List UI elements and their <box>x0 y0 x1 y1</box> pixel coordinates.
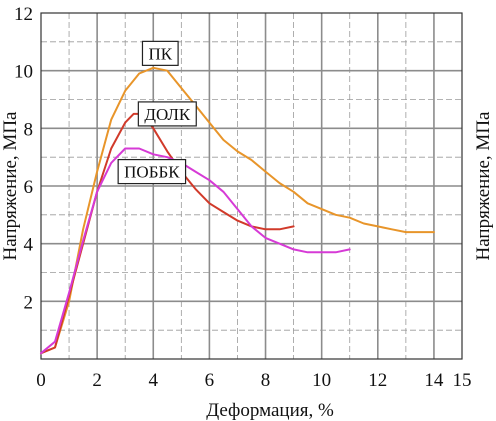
y-tick-label: 6 <box>24 177 34 198</box>
x-tick-label: 12 <box>368 370 387 391</box>
series-label-1: ПК <box>141 40 179 66</box>
series-line-2 <box>40 112 295 355</box>
x-tick-label: 15 <box>453 370 472 391</box>
series-label-text: ДОЛК <box>144 105 191 124</box>
x-tick-label: 10 <box>312 370 331 391</box>
plot-frame <box>40 12 463 360</box>
series-label-3: ПОББК <box>117 158 187 185</box>
x-tick-label: 6 <box>205 370 215 391</box>
x-tick-label: 14 <box>424 370 444 391</box>
x-tick-label: 8 <box>261 370 271 391</box>
y-tick-label: 2 <box>24 292 34 313</box>
y-tick-label: 10 <box>14 62 33 83</box>
series-labels: ПК ДОЛК ПОББК <box>117 40 197 185</box>
x-tick-label: 4 <box>149 370 159 391</box>
x-axis-title: Деформация, % <box>206 400 334 421</box>
x-axis-ticks: 0 2 4 6 8 10 12 14 15 <box>36 370 471 391</box>
y-axis-title: Напряжение, МПа <box>0 111 21 261</box>
series-label-2: ДОЛК <box>137 101 197 127</box>
x-tick-label: 0 <box>36 370 46 391</box>
series-line-3 <box>40 147 351 355</box>
y-tick-label: 12 <box>14 4 33 25</box>
y-axis-ticks: 2 4 6 8 10 12 <box>14 4 34 313</box>
grid <box>41 13 462 359</box>
series-label-box <box>117 158 187 185</box>
series-label-text: ПК <box>148 44 172 63</box>
y-tick-label: 4 <box>24 235 34 256</box>
series-line-1 <box>40 66 435 355</box>
series-label-box <box>137 101 197 127</box>
y-tick-label: 8 <box>24 119 34 140</box>
x-tick-label: 2 <box>92 370 102 391</box>
series-layer <box>40 66 435 355</box>
series-label-text: ПОББК <box>124 163 180 182</box>
series-label-box <box>141 40 179 66</box>
y-axis-title-right: Напряжение, МПа <box>473 111 494 261</box>
